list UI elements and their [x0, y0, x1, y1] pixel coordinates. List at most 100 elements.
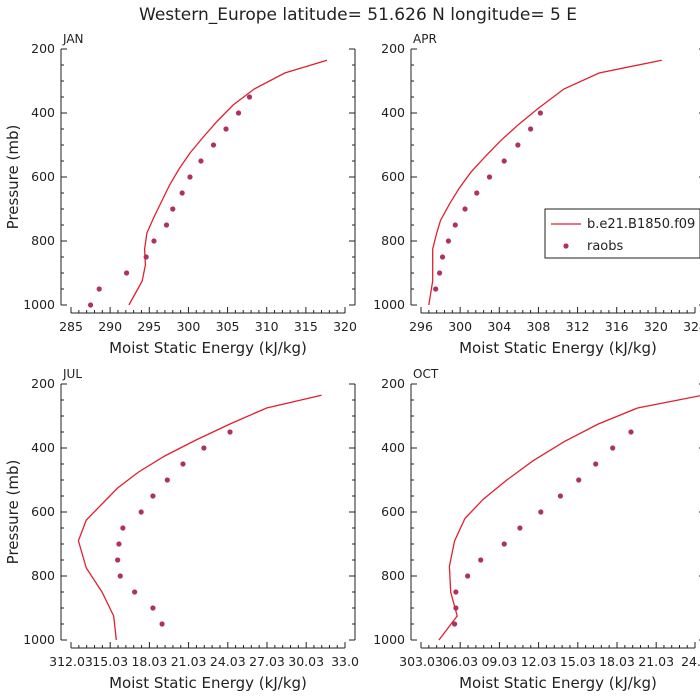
- y-tick-label: 600: [381, 169, 405, 184]
- raobs-point: [123, 270, 130, 276]
- raobs-point: [486, 174, 493, 180]
- y-axis-label: Pressure (mb): [4, 125, 22, 230]
- raobs-point: [150, 493, 156, 499]
- raobs-point: [515, 142, 521, 148]
- x-tick-label: 09.03: [481, 654, 517, 669]
- x-tick-label: 18.03: [599, 654, 635, 669]
- y-tick-label: 400: [31, 105, 55, 120]
- panel-label: OCT: [413, 367, 439, 381]
- legend-dot-swatch: [563, 243, 569, 249]
- raobs-point: [628, 429, 634, 435]
- legend-box: [544, 208, 700, 259]
- panel-label: JUL: [62, 367, 82, 381]
- chart-title: Western_Europe latitude= 51.626 N longit…: [139, 5, 577, 25]
- y-tick-label: 800: [31, 568, 55, 583]
- x-tick-label: 320: [333, 319, 357, 334]
- x-tick-label: 21.03: [171, 654, 207, 669]
- raobs-point: [537, 110, 543, 116]
- x-tick-label: 315: [294, 319, 318, 334]
- x-tick-label: 308: [526, 319, 550, 334]
- raobs-point: [453, 605, 459, 611]
- model-line: [428, 59, 662, 306]
- raobs-point: [163, 222, 170, 228]
- x-tick-label: 320: [644, 319, 668, 334]
- y-tick-label: 1000: [373, 632, 405, 647]
- raobs-point: [433, 286, 439, 292]
- legend-label-obs: raobs: [587, 239, 624, 254]
- raobs-point: [159, 621, 165, 627]
- raobs-point: [557, 493, 564, 499]
- x-tick-label: 310: [255, 319, 279, 334]
- x-axis-label: Moist Static Energy (kJ/kg): [459, 674, 657, 692]
- x-tick-label: 285: [59, 319, 83, 334]
- x-tick-label: 312: [566, 319, 590, 334]
- raobs-point: [210, 142, 217, 148]
- raobs-point: [115, 557, 121, 563]
- x-tick-label: 06.03: [442, 654, 478, 669]
- x-tick-label: 324: [683, 319, 700, 334]
- y-tick-label: 400: [381, 440, 405, 455]
- x-tick-label: 18.03: [131, 654, 167, 669]
- raobs-point: [116, 541, 122, 547]
- raobs-point: [201, 445, 207, 451]
- panel-label: JAN: [62, 32, 84, 46]
- raobs-point: [117, 573, 123, 579]
- legend-label-model: b.e21.B1850.f09: [587, 217, 695, 232]
- raobs-point: [501, 158, 507, 164]
- y-tick-label: 1000: [373, 297, 405, 312]
- x-tick-label: 304: [487, 319, 511, 334]
- raobs-point: [576, 477, 582, 483]
- y-tick-label: 200: [381, 41, 405, 56]
- raobs-point: [436, 270, 443, 276]
- x-tick-label: 33.0: [331, 654, 359, 669]
- y-axis-label: Pressure (mb): [4, 460, 22, 565]
- y-tick-label: 200: [31, 41, 55, 56]
- y-tick-label: 600: [31, 169, 55, 184]
- raobs-point: [453, 589, 459, 595]
- y-tick-label: 400: [31, 440, 55, 455]
- raobs-point: [170, 206, 176, 212]
- panel-jul: 200 400 600 800 1000 312.03 15.03 18.03 21.03 24.…: [4, 367, 359, 692]
- y-tick-label: 600: [381, 504, 405, 519]
- model-line: [128, 59, 328, 306]
- panel-label: APR: [413, 32, 437, 46]
- model-line: [438, 395, 700, 641]
- raobs-point: [150, 605, 156, 611]
- raobs-point: [151, 238, 157, 244]
- raobs-point: [462, 206, 468, 212]
- x-tick-label: 312.03: [49, 654, 93, 669]
- raobs-point: [138, 509, 144, 515]
- raobs-point: [227, 429, 233, 435]
- legend: b.e21.B1850.f09 raobs: [544, 208, 700, 259]
- raobs-point: [465, 573, 471, 579]
- y-tick-label: 400: [381, 105, 405, 120]
- x-tick-label: 15.03: [560, 654, 596, 669]
- x-tick-label: 300: [448, 319, 472, 334]
- y-tick-label: 1000: [23, 297, 55, 312]
- y-tick-label: 200: [381, 376, 405, 391]
- raobs-point: [445, 238, 451, 244]
- raobs-point: [528, 126, 534, 132]
- x-tick-label: 290: [98, 319, 122, 334]
- x-axis-label: Moist Static Energy (kJ/kg): [109, 674, 307, 692]
- x-tick-label: 300: [176, 319, 200, 334]
- y-tick-label: 800: [381, 568, 405, 583]
- x-tick-label: 15.03: [92, 654, 128, 669]
- y-tick-label: 800: [31, 233, 55, 248]
- raobs-point: [179, 190, 185, 196]
- x-tick-label: 295: [137, 319, 161, 334]
- panel-oct: 200 400 600 800 1000 303.03 06.03 09.03 12.03 15.…: [373, 367, 700, 692]
- raobs-point: [538, 509, 544, 515]
- x-tick-label: 30.03: [288, 654, 324, 669]
- x-tick-label: 12.03: [521, 654, 557, 669]
- x-axis-label: Moist Static Energy (kJ/kg): [459, 339, 657, 357]
- y-tick-label: 1000: [23, 632, 55, 647]
- raobs-point: [87, 302, 94, 308]
- x-tick-label: 24.0: [681, 654, 700, 669]
- x-tick-label: 305: [216, 319, 240, 334]
- raobs-point: [517, 525, 523, 531]
- x-axis-label: Moist Static Energy (kJ/kg): [109, 339, 307, 357]
- raobs-point: [96, 286, 102, 292]
- x-tick-label: 21.03: [638, 654, 674, 669]
